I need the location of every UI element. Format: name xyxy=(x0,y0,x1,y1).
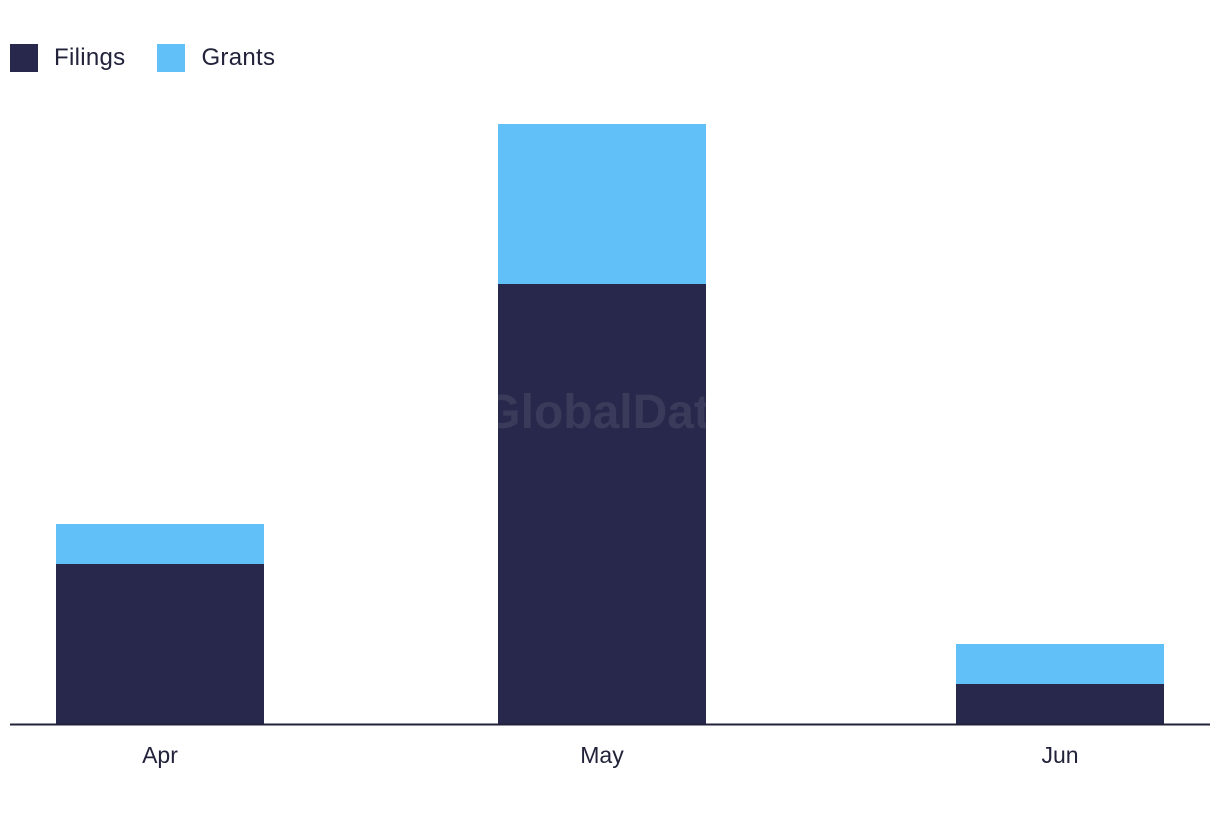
bar-grants-jun xyxy=(956,644,1164,684)
watermark-logo: GlobalData xyxy=(483,386,737,439)
bar-filings-jun xyxy=(956,684,1164,724)
chart-legend: Filings Grants xyxy=(10,44,275,72)
x-tick-label-jun: Jun xyxy=(1041,742,1078,768)
x-tick-label-apr: Apr xyxy=(142,742,178,768)
legend-swatch-filings xyxy=(10,44,38,72)
legend-label-filings: Filings xyxy=(54,44,126,71)
bar-filings-apr xyxy=(56,564,264,724)
bar-grants-may xyxy=(498,124,706,284)
legend-item-filings: Filings xyxy=(10,44,125,72)
legend-item-grants: Grants xyxy=(157,44,275,72)
x-tick-label-may: May xyxy=(580,742,624,768)
bar-filings-may xyxy=(498,284,706,724)
legend-swatch-grants xyxy=(157,44,186,72)
x-tick-labels: Apr May Jun xyxy=(142,742,1078,768)
bar-grants-apr xyxy=(56,524,264,564)
legend-label-grants: Grants xyxy=(201,44,276,71)
bars-group xyxy=(56,124,1164,724)
